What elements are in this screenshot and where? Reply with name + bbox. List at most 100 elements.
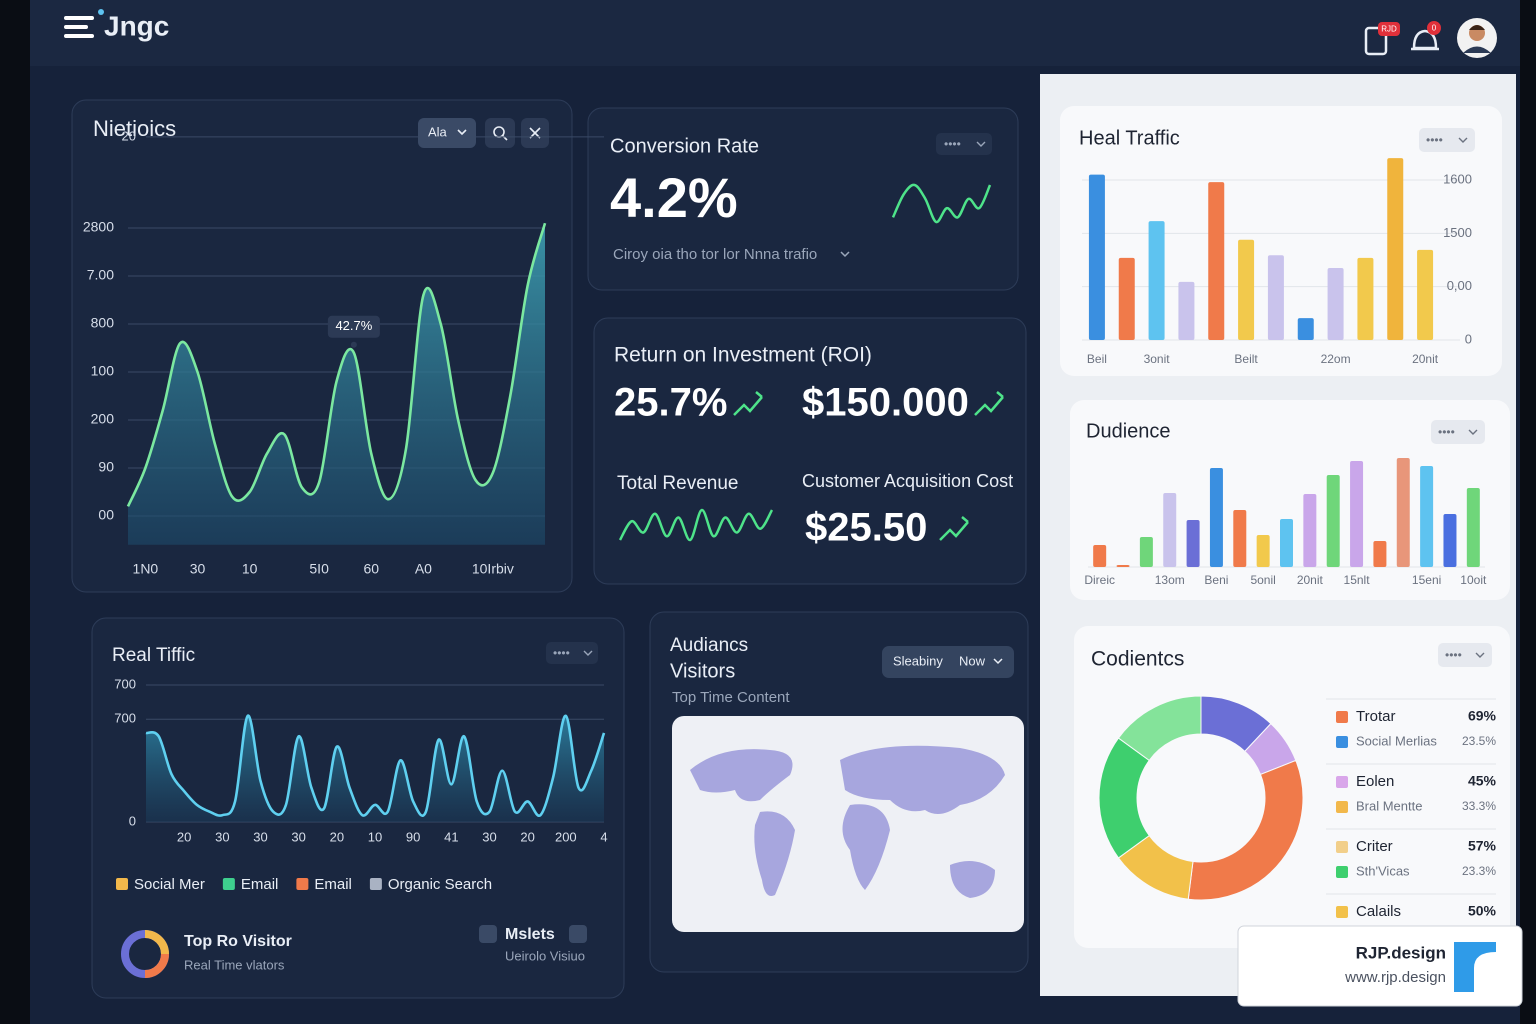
- close-button[interactable]: [521, 118, 549, 148]
- menu-pill[interactable]: ••••: [1431, 420, 1485, 444]
- y-tick-label: 0: [129, 813, 136, 828]
- menu-pill[interactable]: ••••: [1419, 128, 1475, 152]
- x-tick-label: 10Irbiv: [472, 561, 514, 577]
- trend-icon: [974, 391, 1004, 416]
- legend-swatch: [1336, 841, 1348, 853]
- pill-bg: [1419, 128, 1475, 152]
- bell-icon[interactable]: 0: [1411, 21, 1441, 51]
- bar: [1387, 158, 1404, 340]
- badge-text: RJD: [1381, 25, 1397, 34]
- menu-pill[interactable]: ••••: [546, 642, 598, 664]
- pill-dots: ••••: [1438, 425, 1455, 439]
- clipboard-icon[interactable]: RJD: [1364, 22, 1400, 56]
- x-tick-label: 20: [520, 829, 534, 844]
- dropdown-bg: [418, 118, 476, 148]
- pill-bg: [1438, 643, 1492, 667]
- legend-value: 33.3%: [1462, 799, 1496, 813]
- x-tick-label: Direic: [1084, 573, 1115, 587]
- watermark-box: [1237, 925, 1523, 1007]
- y-tick-label: 700: [114, 711, 136, 726]
- legend-swatch: [1336, 906, 1348, 918]
- menu-pill[interactable]: ••••: [936, 133, 992, 155]
- y-tick-label: 7.00: [87, 267, 114, 283]
- y-tick-label: 1600: [1443, 171, 1472, 186]
- menu-line: [64, 16, 94, 20]
- panel-title: Heal Traffic: [1079, 127, 1180, 149]
- sparkline: [891, 183, 992, 224]
- bar: [1396, 458, 1410, 567]
- continent: [842, 804, 890, 890]
- visitor-subtitle: Real Time vlators: [184, 957, 285, 972]
- legend-label: Eolen: [1356, 773, 1394, 790]
- pill-dots: ••••: [553, 646, 570, 660]
- continent: [840, 745, 1005, 814]
- kpi-label: Customer Acquisition Cost: [802, 471, 1013, 491]
- watermark-name: RJP.design: [1356, 943, 1446, 962]
- watermark-url: www.rjp.design: [1344, 969, 1446, 986]
- filter-dropdown[interactable]: Ala: [418, 118, 476, 148]
- menu-pill[interactable]: ••••: [1438, 643, 1492, 667]
- legend-value: 23.3%: [1462, 864, 1496, 878]
- x-tick-label: 10oit: [1460, 573, 1487, 587]
- avatar[interactable]: [1457, 18, 1497, 58]
- legend-label: Trotar: [1356, 708, 1395, 725]
- bar: [1238, 239, 1255, 340]
- bar: [1267, 255, 1284, 340]
- panel-title: Codientcs: [1091, 648, 1184, 671]
- x-tick-label: 5onil: [1250, 573, 1275, 587]
- continent: [950, 861, 995, 898]
- pill-dots: ••••: [1445, 648, 1462, 662]
- audience-dropdown[interactable]: Sleabiny Now: [882, 646, 1014, 678]
- x-tick-label: 30: [215, 829, 229, 844]
- badge: [1427, 21, 1441, 35]
- badge-text: 0: [1432, 24, 1437, 33]
- chevron: [976, 141, 986, 147]
- legend-swatch: [1336, 736, 1348, 748]
- trend-icon: [733, 391, 763, 416]
- y-tick-label: 90: [98, 459, 114, 475]
- x-tick-label: 30: [190, 561, 206, 577]
- search-button[interactable]: [485, 118, 515, 148]
- legend-label: Email: [241, 876, 279, 893]
- chevron: [993, 658, 1003, 665]
- x-tick-label: 60: [363, 561, 379, 577]
- panel-subtitle: Top Time Content: [672, 689, 790, 706]
- icon-outline: [1364, 26, 1388, 56]
- bar: [1178, 281, 1195, 340]
- x-tick-label: A0: [415, 561, 432, 577]
- chevron: [1468, 429, 1478, 435]
- legend-swatch: [369, 878, 382, 890]
- menu-icon[interactable]: [64, 9, 104, 38]
- legend-label: Email: [314, 876, 352, 893]
- bar: [1148, 221, 1165, 340]
- legend-label: Social Mer: [134, 876, 205, 893]
- y-tick-label: 2800: [83, 219, 114, 235]
- dropdown-label: Ala: [428, 124, 448, 139]
- y-tick-label: 0: [1465, 331, 1472, 346]
- x-tick-label: Beni: [1204, 573, 1228, 587]
- legend-label: Sth'Vicas: [1356, 863, 1410, 878]
- bar: [1280, 519, 1293, 567]
- donut-segment: [1187, 759, 1304, 901]
- x-tick-label: 30: [253, 829, 267, 844]
- bar: [1186, 520, 1200, 567]
- x-tick-label: 41: [444, 829, 458, 844]
- pill-bg: [1431, 420, 1485, 444]
- button-bg: [485, 118, 515, 148]
- x-tick-label: 22om: [1321, 352, 1351, 366]
- bar: [1093, 545, 1107, 567]
- y-tick-label: 1500: [1443, 225, 1472, 240]
- legend-value: 45%: [1468, 773, 1497, 789]
- kpi-value: 4.2%: [610, 166, 738, 229]
- legend-swatch: [116, 878, 128, 890]
- bar: [1420, 466, 1434, 567]
- x-tick-label: 13om: [1155, 573, 1185, 587]
- y-tick-label: 100: [91, 363, 115, 379]
- bar: [1297, 318, 1314, 340]
- panel-title: Dudience: [1086, 420, 1171, 442]
- menu-line: [64, 25, 88, 29]
- continent: [754, 811, 795, 896]
- visitor-donut: [121, 930, 169, 978]
- chevron: [457, 129, 467, 136]
